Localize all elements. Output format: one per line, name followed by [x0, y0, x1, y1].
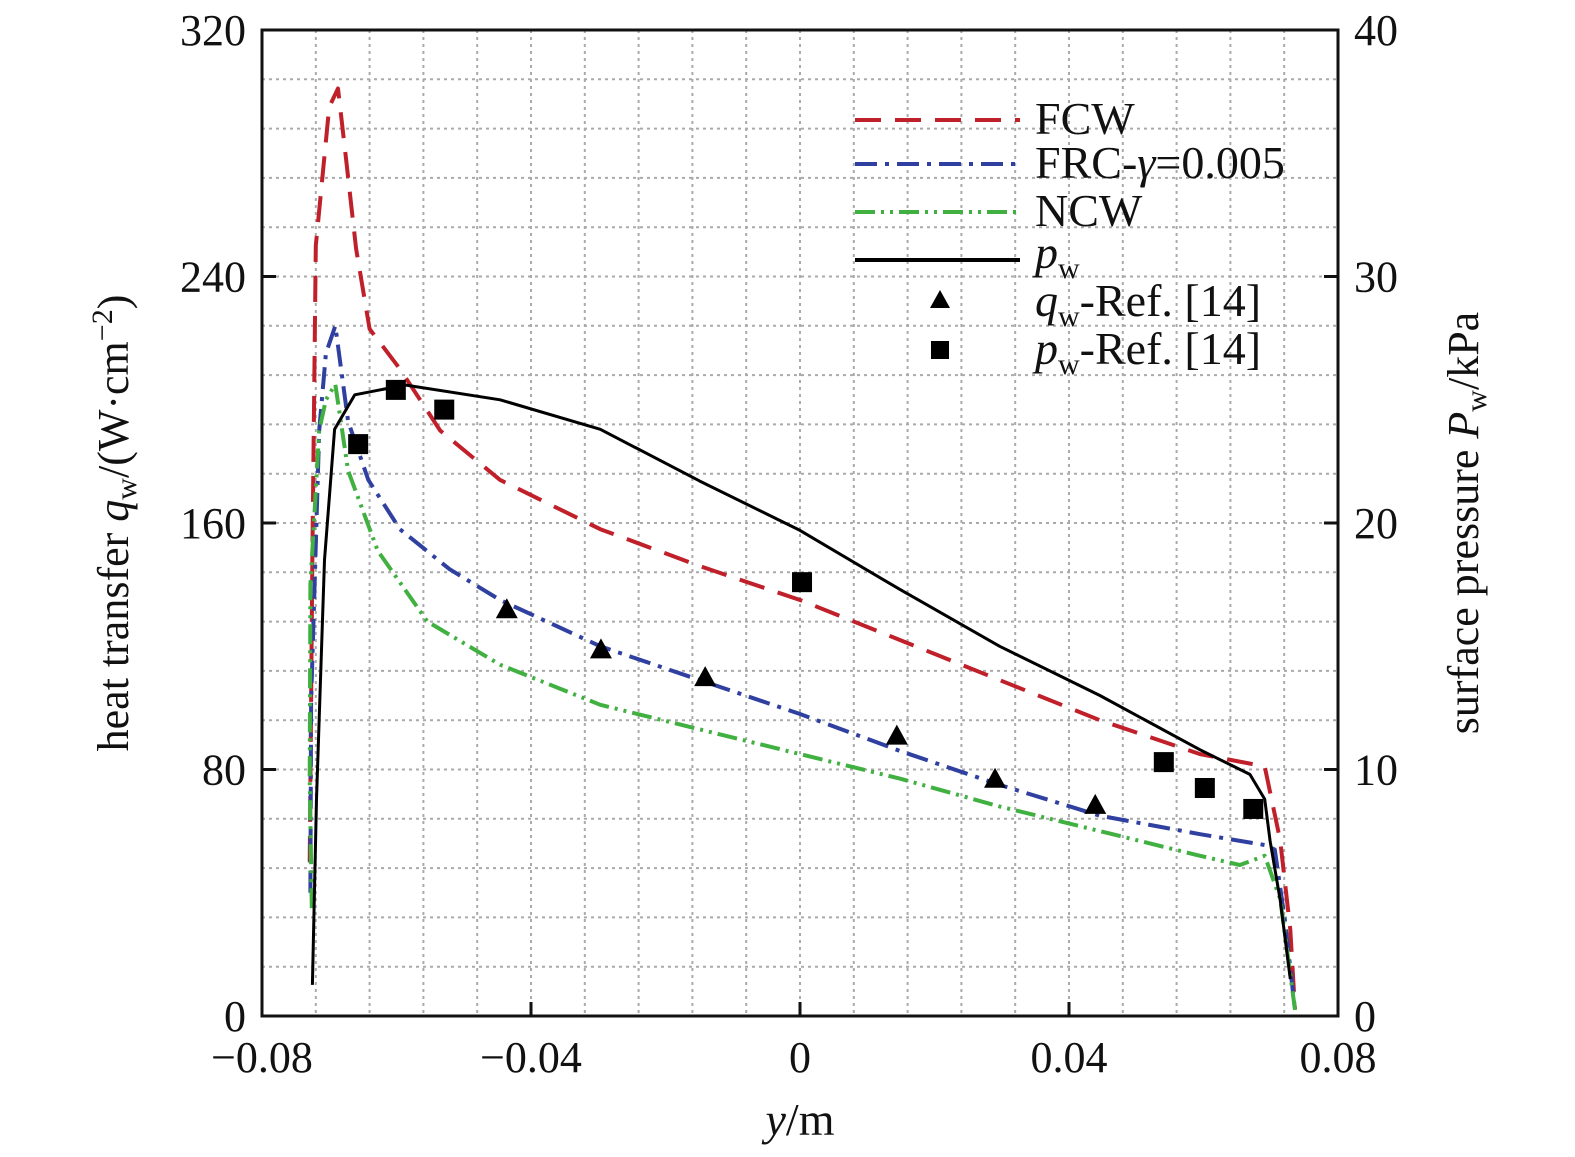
marker-qw-ref-14- — [589, 638, 612, 659]
legend-label-frc: FRC-γ=0.005 — [1035, 137, 1285, 188]
legend-label-fcw: FCW — [1035, 93, 1135, 144]
x-tick-label: −0.04 — [480, 1033, 582, 1082]
y-left-tick-label: 160 — [180, 499, 246, 548]
legend-label-pw: pw — [1032, 227, 1080, 285]
marker-qw-ref-14- — [984, 767, 1007, 788]
legend-marker-triangle — [930, 290, 950, 308]
x-tick-label: 0 — [789, 1033, 811, 1082]
y-right-tick-label: 20 — [1354, 499, 1398, 548]
legend-label-qw-ref: qw-Ref. [14] — [1035, 275, 1261, 333]
marker-qw-ref-14- — [495, 598, 518, 619]
series-line-fcw — [307, 86, 1297, 1010]
y-axis-right-label: surface pressure Pw/kPa — [1439, 312, 1493, 734]
legend-label-pw-ref: pw-Ref. [14] — [1032, 323, 1261, 381]
series-line-pw — [310, 383, 1292, 985]
series-line-frc-0-005 — [308, 323, 1297, 1011]
legend: FCW FRC-γ=0.005 NCW pw qw-Ref. [14] pw-R… — [855, 93, 1285, 381]
marker-pw-ref-14- — [1153, 752, 1174, 773]
legend-marker-square — [931, 341, 949, 359]
marker-qw-ref-14- — [885, 724, 908, 745]
series-layer — [307, 86, 1297, 1011]
y-left-tick-label: 240 — [180, 253, 246, 302]
marker-pw-ref-14- — [792, 572, 813, 593]
marker-pw-ref-14- — [348, 434, 369, 455]
y-axis-left-label: heat transfer qw/(W·cm−2) — [86, 295, 143, 752]
y-left-tick-label: 80 — [202, 746, 246, 795]
marker-qw-ref-14- — [694, 666, 717, 687]
marker-pw-ref-14- — [434, 399, 455, 420]
x-tick-label: −0.08 — [211, 1033, 313, 1082]
y-left-tick-label: 0 — [224, 992, 246, 1041]
y-right-tick-label: 0 — [1354, 992, 1376, 1041]
x-tick-label: 0.04 — [1031, 1033, 1108, 1082]
y-right-tick-label: 10 — [1354, 746, 1398, 795]
marker-qw-ref-14- — [1084, 793, 1107, 814]
marker-pw-ref-14- — [1194, 777, 1215, 798]
series-line-ncw — [307, 382, 1297, 1011]
marker-pw-ref-14- — [1243, 798, 1264, 819]
x-tick-label: 0.08 — [1300, 1033, 1377, 1082]
x-axis-label: y/m — [762, 1094, 835, 1145]
y-left-tick-label: 320 — [180, 6, 246, 55]
y-right-tick-label: 40 — [1354, 6, 1398, 55]
y-right-tick-label: 30 — [1354, 253, 1398, 302]
marker-pw-ref-14- — [385, 379, 406, 400]
legend-label-ncw: NCW — [1035, 185, 1143, 236]
